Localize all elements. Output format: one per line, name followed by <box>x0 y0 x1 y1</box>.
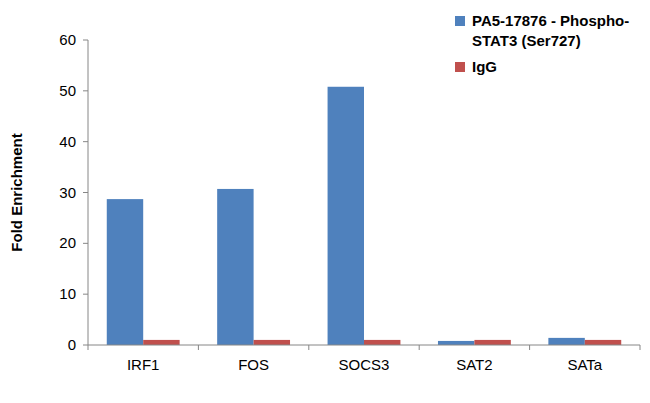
y-tick-label: 30 <box>59 184 76 201</box>
x-axis <box>88 345 640 346</box>
bar <box>107 199 143 345</box>
x-tick-label: SOCS3 <box>339 356 390 373</box>
y-tick-label: 60 <box>59 31 76 48</box>
legend-swatch <box>455 62 465 72</box>
x-tick-label: IRF1 <box>127 356 160 373</box>
x-tick <box>419 345 420 350</box>
y-tick <box>83 90 88 91</box>
y-tick-label: 40 <box>59 133 76 150</box>
legend-label-line: STAT3 (Ser727) <box>472 32 581 49</box>
y-tick-label: 20 <box>59 234 76 251</box>
bar <box>364 340 400 345</box>
y-tick <box>83 141 88 142</box>
x-tick <box>640 345 641 350</box>
bar <box>143 340 179 345</box>
bar <box>585 340 621 345</box>
y-tick <box>83 40 88 41</box>
y-tick-label: 10 <box>59 285 76 302</box>
bar <box>474 340 510 345</box>
x-tick-label: SAT2 <box>456 356 492 373</box>
y-tick <box>83 345 88 346</box>
legend-label: PA5-17876 - Phospho- STAT3 (Ser727) <box>472 12 629 49</box>
y-tick-label: 0 <box>68 336 76 353</box>
y-tick <box>83 192 88 193</box>
chart-svg: 0 10 20 30 40 50 60 Fold Enrichment IRF1 FOS SOCS3… <box>0 0 650 403</box>
x-tick <box>198 345 199 350</box>
bar <box>328 87 364 345</box>
y-tick-label: 50 <box>59 82 76 99</box>
bar <box>548 338 584 345</box>
legend-label-line: IgG <box>472 58 497 75</box>
bars <box>107 87 621 345</box>
legend-label-line: PA5-17876 - Phospho- <box>472 12 629 29</box>
x-tick <box>529 345 530 350</box>
x-tick-label: FOS <box>238 356 269 373</box>
y-tick <box>83 294 88 295</box>
bar <box>217 189 253 345</box>
legend-swatch <box>455 16 465 26</box>
bar <box>254 340 290 345</box>
chart-container: 0 10 20 30 40 50 60 Fold Enrichment IRF1 FOS SOCS3… <box>0 0 650 403</box>
y-axis-label: Fold Enrichment <box>8 133 25 251</box>
x-tick <box>88 345 89 350</box>
x-tick-label: SATa <box>567 356 602 373</box>
bar <box>438 341 474 345</box>
x-tick <box>308 345 309 350</box>
legend-label: IgG <box>472 58 497 75</box>
y-tick <box>83 243 88 244</box>
